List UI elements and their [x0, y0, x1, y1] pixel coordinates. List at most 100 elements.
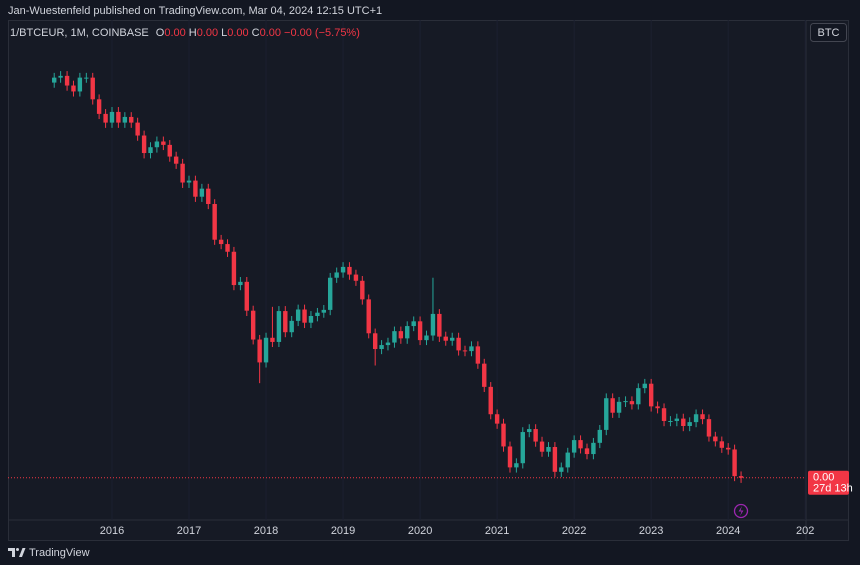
- candle-body: [90, 77, 95, 100]
- candle-body: [244, 281, 249, 311]
- event-icon[interactable]: [733, 503, 749, 519]
- candle-body: [218, 239, 224, 245]
- currency-button[interactable]: [810, 23, 847, 42]
- candle-body: [398, 331, 404, 339]
- candle-body: [443, 336, 448, 341]
- ohlc-value: 0.00: [164, 27, 186, 39]
- candle-body: [315, 312, 320, 317]
- candle-body: [507, 446, 513, 468]
- candle-body: [475, 346, 481, 364]
- x-tick-label: 2017: [177, 525, 201, 537]
- candle-body: [71, 85, 76, 92]
- candle-body: [173, 156, 179, 164]
- last-price-tag: [808, 470, 849, 495]
- candle-body: [726, 447, 731, 450]
- candle-body: [546, 447, 551, 452]
- candle-body: [308, 316, 314, 323]
- candle-body: [199, 188, 205, 197]
- candle-body: [616, 401, 622, 413]
- candle-body: [674, 418, 680, 421]
- publisher: Jan-Wuestenfeld published on TradingView…: [8, 5, 382, 17]
- candle-body: [700, 414, 705, 420]
- candle-body: [385, 342, 391, 346]
- candle-body: [661, 408, 667, 421]
- candle-body: [450, 337, 455, 341]
- candle-body: [334, 272, 339, 278]
- candle-body: [520, 432, 525, 464]
- candle-body: [610, 398, 615, 413]
- candle-body: [366, 299, 371, 334]
- candle-body: [84, 77, 89, 79]
- candle-body: [276, 311, 282, 342]
- candle-body: [109, 111, 115, 123]
- currency-button-label[interactable]: BTC: [818, 27, 840, 39]
- candle-body: [206, 188, 211, 205]
- candle-body: [636, 388, 641, 405]
- last-price-label: 0.00: [813, 472, 834, 484]
- candle-body: [257, 339, 262, 363]
- candle-body: [623, 401, 628, 403]
- x-tick-label: 2021: [485, 525, 509, 537]
- candle-body: [411, 321, 416, 327]
- candle-body: [648, 383, 654, 407]
- candle-body: [488, 386, 493, 415]
- candle-body: [405, 326, 410, 339]
- candle-body: [353, 274, 359, 281]
- candle-body: [430, 313, 436, 336]
- x-tick-label: 2024: [716, 525, 740, 537]
- candle-body: [64, 75, 70, 86]
- countdown-label: 27d 13h: [813, 483, 853, 495]
- candle-body: [738, 476, 744, 478]
- x-tick-label: 2018: [254, 525, 278, 537]
- candle-body: [706, 419, 712, 437]
- candle-body: [719, 441, 725, 448]
- candle-body: [238, 281, 243, 286]
- candle-body: [103, 113, 108, 123]
- ohlc-value: 0.00: [227, 27, 249, 39]
- footer-logo-icon: [8, 548, 26, 557]
- candle-body: [533, 429, 538, 442]
- candle-body: [591, 442, 596, 455]
- candle-body: [392, 331, 397, 343]
- candle-body: [552, 447, 558, 472]
- candle-body: [141, 135, 147, 154]
- candle-body: [180, 163, 185, 183]
- event-icon-bolt: [738, 506, 744, 516]
- ohlc-label: O: [155, 27, 165, 39]
- candle-body: [289, 320, 294, 333]
- candle-body: [655, 406, 660, 409]
- candle-body: [58, 75, 63, 78]
- candle-body: [225, 244, 230, 252]
- footer-logo: TradingView: [29, 547, 90, 559]
- candle-body: [584, 448, 590, 455]
- candle-body: [379, 345, 384, 350]
- ohlc-label: H: [188, 27, 197, 39]
- candle-body: [604, 398, 609, 430]
- x-tick-label: 2022: [562, 525, 586, 537]
- x-tick-label: 2023: [639, 525, 663, 537]
- candle-body: [629, 401, 635, 405]
- candle-body: [122, 116, 128, 123]
- candle-body: [321, 309, 327, 313]
- candle-body: [417, 321, 423, 341]
- candle-body: [270, 337, 275, 342]
- candle-body: [693, 414, 699, 423]
- candle-body: [360, 280, 365, 300]
- candle-body: [681, 418, 686, 426]
- candle-body: [193, 180, 198, 197]
- candle-body: [687, 422, 692, 426]
- candle-body: [186, 180, 192, 183]
- candle-body: [469, 346, 474, 352]
- candle-body: [340, 266, 346, 273]
- x-tick-label: 2016: [100, 525, 124, 537]
- candle-body: [295, 309, 301, 321]
- candle-body: [283, 311, 288, 333]
- candle-body: [578, 440, 583, 449]
- candle-body: [129, 116, 134, 123]
- ohlc-label: L: [221, 27, 228, 39]
- candle-body: [372, 333, 378, 350]
- chart-pane: [8, 20, 849, 541]
- candle-body: [559, 467, 564, 472]
